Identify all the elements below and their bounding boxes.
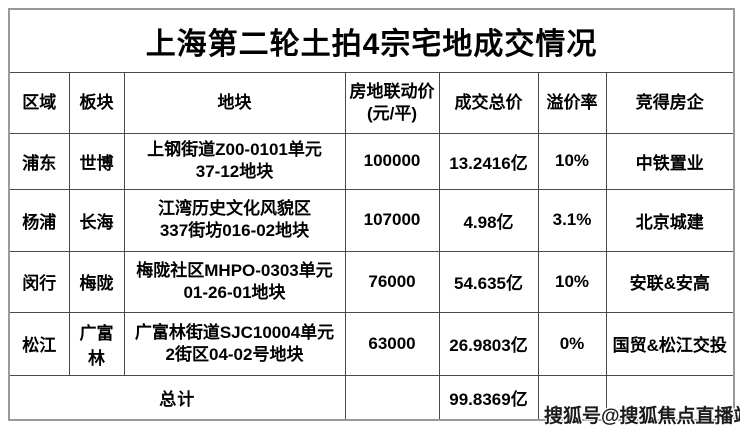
plot-line: 梅陇社区MHPO-0303单元 (136, 260, 333, 280)
total-price-cell: 54.635亿 (438, 250, 539, 313)
premium-rate-cell: 0% (537, 311, 607, 376)
area-cell: 长海 (68, 188, 125, 252)
premium-rate-cell: 3.1% (537, 188, 607, 252)
area-cell: 梅陇 (68, 250, 125, 313)
header-linkage-price-line1: 房地联动价 (349, 81, 435, 101)
total-empty-linkage-cell (344, 374, 440, 421)
header-area: 板块 (68, 71, 125, 134)
winner-cell: 国贸&松江交投 (605, 311, 735, 376)
linkage-price-cell: 100000 (344, 132, 440, 190)
header-total-price: 成交总价 (438, 71, 539, 134)
table-row: 杨浦 长海 江湾历史文化风貌区 337街坊016-02地块 107000 4.9… (8, 188, 735, 252)
header-winner: 竞得房企 (605, 71, 735, 134)
total-label-cell: 总计 (8, 374, 346, 421)
header-premium-rate: 溢价率 (537, 71, 607, 134)
header-linkage-price: 房地联动价 (元/平) (344, 71, 440, 134)
plot-line: 337街坊016-02地块 (159, 221, 310, 240)
linkage-price-cell: 76000 (344, 250, 440, 313)
plot-line: 01-26-01地块 (183, 282, 286, 302)
total-price-cell: 26.9803亿 (438, 311, 539, 376)
plot-line: 江湾历史文化风貌区 (158, 199, 311, 218)
area-cell: 世博 (68, 132, 125, 190)
table-row: 闵行 梅陇 梅陇社区MHPO-0303单元 01-26-01地块 76000 5… (8, 250, 735, 313)
table-row: 浦东 世博 上钢街道Z00-0101单元 37-12地块 100000 13.2… (8, 132, 735, 190)
total-row: 总计 99.8369亿 (8, 374, 735, 421)
area-cell: 广富林 (68, 311, 125, 376)
page-title: 上海第二轮土拍4宗宅地成交情况 (8, 8, 735, 73)
plot-cell: 上钢街道Z00-0101单元 37-12地块 (123, 132, 346, 190)
total-price-cell: 13.2416亿 (438, 132, 539, 190)
plot-cell: 梅陇社区MHPO-0303单元 01-26-01地块 (123, 250, 346, 313)
winner-cell: 安联&安高 (605, 250, 735, 313)
total-price-sum-cell: 99.8369亿 (438, 374, 539, 421)
title-row: 上海第二轮土拍4宗宅地成交情况 (8, 8, 735, 73)
linkage-price-cell: 107000 (344, 188, 440, 252)
land-auction-table: 上海第二轮土拍4宗宅地成交情况 区域 板块 地块 房地联动价 (元/平) 成交总… (8, 8, 736, 421)
premium-rate-cell: 10% (537, 250, 607, 313)
district-cell: 闵行 (8, 250, 70, 313)
linkage-price-cell: 63000 (344, 311, 440, 376)
plot-line: 上钢街道Z00-0101单元 (147, 140, 322, 159)
district-cell: 浦东 (8, 132, 70, 190)
watermark: 搜狐号@搜狐焦点直播站 (544, 406, 740, 427)
header-district: 区域 (8, 71, 70, 134)
plot-line: 广富林街道SJC10004单元 (134, 322, 335, 342)
plot-line: 37-12地块 (195, 162, 274, 181)
plot-line: 2街区04-02号地块 (165, 344, 304, 364)
header-plot: 地块 (123, 71, 346, 134)
district-cell: 松江 (8, 311, 70, 376)
winner-cell: 北京城建 (605, 188, 735, 252)
header-linkage-price-line2: (元/平) (366, 103, 418, 123)
plot-cell: 江湾历史文化风貌区 337街坊016-02地块 (123, 188, 346, 252)
table-header-row: 区域 板块 地块 房地联动价 (元/平) 成交总价 溢价率 竞得房企 (8, 71, 735, 134)
table-row: 松江 广富林 广富林街道SJC10004单元 2街区04-02号地块 63000… (8, 311, 735, 376)
premium-rate-cell: 10% (537, 132, 607, 190)
total-empty-winner-cell (605, 374, 735, 421)
winner-cell: 中铁置业 (605, 132, 735, 190)
plot-cell: 广富林街道SJC10004单元 2街区04-02号地块 (123, 311, 346, 376)
district-cell: 杨浦 (8, 188, 70, 252)
total-price-cell: 4.98亿 (438, 188, 539, 252)
total-empty-premium-cell (537, 374, 607, 421)
